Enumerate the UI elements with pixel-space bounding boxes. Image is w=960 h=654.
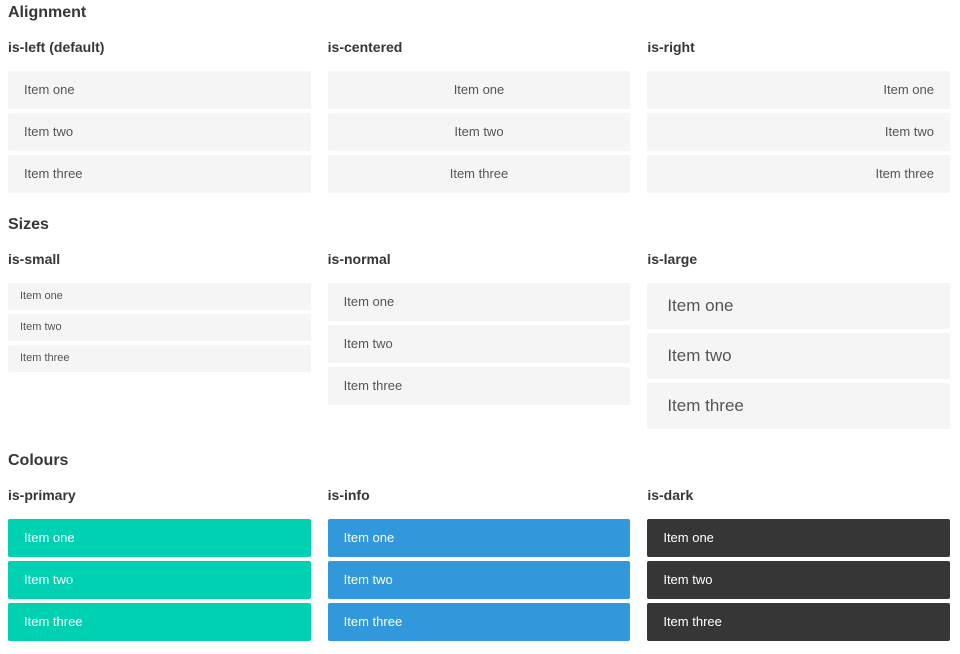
list-item[interactable]: Item one	[8, 519, 311, 557]
column-is-left: is-left (default) Item one Item two Item…	[8, 39, 311, 193]
section-colours: Colours is-primary Item one Item two Ite…	[8, 451, 950, 641]
list-item[interactable]: Item two	[8, 113, 311, 151]
column-is-normal: is-normal Item one Item two Item three	[327, 251, 631, 405]
column-header-is-small: is-small	[8, 251, 61, 267]
column-header-is-right: is-right	[647, 39, 695, 55]
list-item[interactable]: Item one	[647, 71, 950, 109]
column-is-small: is-small Item one Item two Item three	[8, 251, 311, 372]
section-sizes: Sizes is-small Item one Item two Item th…	[8, 215, 950, 429]
list-item[interactable]: Item one	[8, 71, 311, 109]
list-item[interactable]: Item two	[647, 333, 950, 379]
list-item[interactable]: Item three	[8, 603, 311, 641]
list-item[interactable]: Item one	[327, 71, 631, 109]
list-item[interactable]: Item three	[8, 345, 311, 372]
sizes-columns: is-small Item one Item two Item three is…	[8, 251, 950, 429]
column-is-large: is-large Item one Item two Item three	[647, 251, 950, 429]
alignment-columns: is-left (default) Item one Item two Item…	[8, 39, 950, 193]
list-centered: Item one Item two Item three	[327, 71, 631, 193]
section-title-alignment: Alignment	[8, 4, 87, 21]
list-item[interactable]: Item one	[647, 283, 950, 329]
list-item[interactable]: Item one	[8, 283, 311, 310]
list-item[interactable]: Item two	[8, 561, 311, 599]
list-item[interactable]: Item one	[327, 283, 631, 321]
column-header-is-dark: is-dark	[647, 487, 694, 503]
list-right: Item one Item two Item three	[647, 71, 950, 193]
list-dark: Item one Item two Item three	[647, 519, 950, 641]
column-header-is-info: is-info	[327, 487, 370, 503]
list-large: Item one Item two Item three	[647, 283, 950, 429]
column-is-dark: is-dark Item one Item two Item three	[647, 487, 950, 641]
list-info: Item one Item two Item three	[327, 519, 631, 641]
section-alignment: Alignment is-left (default) Item one Ite…	[8, 3, 950, 193]
section-title-colours: Colours	[8, 452, 69, 469]
section-title-sizes: Sizes	[8, 216, 49, 233]
list-item[interactable]: Item two	[647, 113, 950, 151]
column-header-is-centered: is-centered	[327, 39, 403, 55]
list-item[interactable]: Item three	[647, 603, 950, 641]
column-is-primary: is-primary Item one Item two Item three	[8, 487, 311, 641]
list-primary: Item one Item two Item three	[8, 519, 311, 641]
list-item[interactable]: Item three	[647, 155, 950, 193]
list-item[interactable]: Item three	[327, 367, 631, 405]
column-header-is-large: is-large	[647, 251, 698, 267]
column-header-is-primary: is-primary	[8, 487, 76, 503]
list-item[interactable]: Item two	[327, 325, 631, 363]
list-left: Item one Item two Item three	[8, 71, 311, 193]
column-is-right: is-right Item one Item two Item three	[647, 39, 950, 193]
list-item[interactable]: Item two	[647, 561, 950, 599]
list-item[interactable]: Item one	[647, 519, 950, 557]
column-header-is-normal: is-normal	[327, 251, 391, 267]
list-normal: Item one Item two Item three	[327, 283, 631, 405]
column-is-centered: is-centered Item one Item two Item three	[327, 39, 631, 193]
column-header-is-left: is-left (default)	[8, 39, 105, 55]
list-item[interactable]: Item two	[8, 314, 311, 341]
list-item[interactable]: Item one	[327, 519, 631, 557]
list-item[interactable]: Item two	[327, 561, 631, 599]
list-item[interactable]: Item three	[327, 155, 631, 193]
column-is-info: is-info Item one Item two Item three	[327, 487, 631, 641]
list-small: Item one Item two Item three	[8, 283, 311, 372]
list-item[interactable]: Item three	[327, 603, 631, 641]
list-item[interactable]: Item two	[327, 113, 631, 151]
list-item[interactable]: Item three	[647, 383, 950, 429]
colours-columns: is-primary Item one Item two Item three …	[8, 487, 950, 641]
list-item[interactable]: Item three	[8, 155, 311, 193]
